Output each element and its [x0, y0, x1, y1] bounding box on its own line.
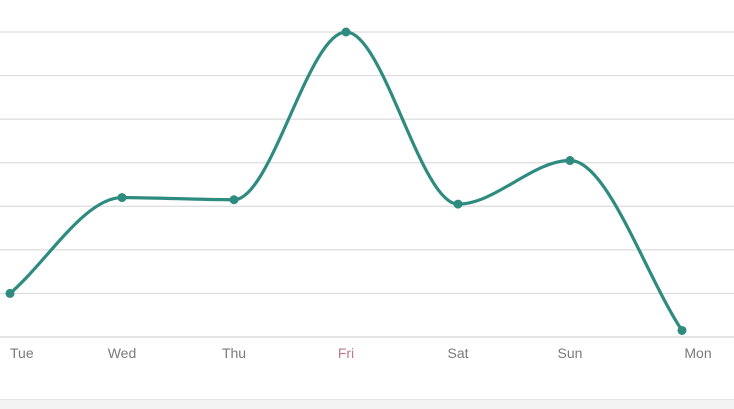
x-axis: Tue Wed Thu Fri Sat Sun Mon	[10, 345, 712, 361]
data-point-fri[interactable]	[341, 27, 351, 37]
chart-canvas: Tue Wed Thu Fri Sat Sun Mon	[0, 27, 734, 361]
data-points	[5, 27, 687, 335]
data-point-sat[interactable]	[453, 199, 463, 209]
scroll-strip	[0, 399, 734, 409]
gridlines	[0, 31, 734, 338]
data-point-mon[interactable]	[677, 325, 687, 335]
x-tick-label-sun: Sun	[558, 345, 583, 361]
x-tick-label-fri: Fri	[338, 345, 354, 361]
data-point-sun[interactable]	[565, 156, 575, 166]
series-line-group	[8, 30, 684, 333]
x-tick-label-wed: Wed	[108, 345, 137, 361]
series-line	[8, 30, 684, 333]
data-point-thu[interactable]	[229, 195, 239, 205]
x-tick-label-tue: Tue	[10, 345, 34, 361]
x-tick-label-mon: Mon	[684, 345, 711, 361]
x-tick-label-thu: Thu	[222, 345, 246, 361]
data-point-wed[interactable]	[117, 193, 127, 203]
data-point-tue[interactable]	[5, 288, 15, 298]
x-tick-label-sat: Sat	[447, 345, 468, 361]
